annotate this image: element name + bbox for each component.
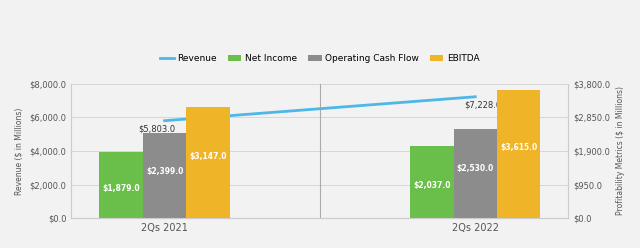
Text: $2,399.0: $2,399.0 — [146, 167, 183, 176]
Y-axis label: Revenue ($ in Millions): Revenue ($ in Millions) — [15, 107, 24, 195]
Bar — [410, 146, 454, 218]
Y-axis label: Profitability Metrics ($ in Millions): Profitability Metrics ($ in Millions) — [616, 87, 625, 216]
Text: $2,530.0: $2,530.0 — [456, 164, 494, 173]
Bar — [143, 133, 186, 218]
Legend: Revenue, Net Income, Operating Cash Flow, EBITDA: Revenue, Net Income, Operating Cash Flow… — [157, 51, 483, 67]
Bar — [454, 129, 497, 218]
Text: $3,147.0: $3,147.0 — [189, 153, 227, 161]
Bar — [497, 90, 541, 218]
Text: $2,037.0: $2,037.0 — [413, 181, 451, 190]
Bar — [99, 152, 143, 218]
Text: $3,615.0: $3,615.0 — [500, 143, 538, 152]
Text: $1,879.0: $1,879.0 — [102, 184, 140, 193]
Text: $5,803.0: $5,803.0 — [138, 124, 175, 133]
Text: $7,228.0: $7,228.0 — [465, 100, 502, 109]
Bar — [186, 107, 230, 218]
